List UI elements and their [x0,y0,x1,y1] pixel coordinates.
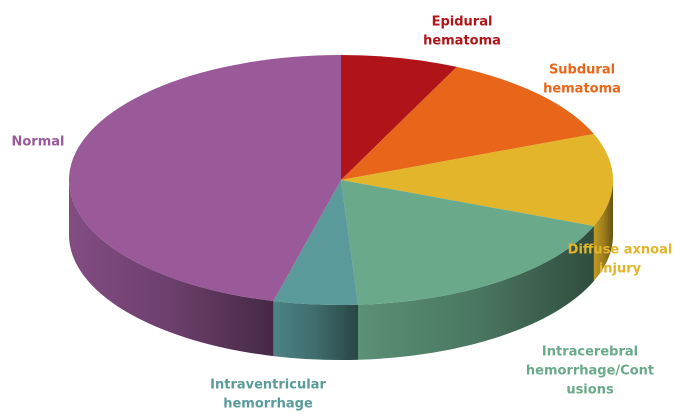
slice-side-shade [273,301,359,360]
slice-label: Normal [12,135,65,150]
slice-side-shade [593,180,613,282]
slice-label: hematoma [543,82,621,97]
slice-label: injury [599,262,642,277]
slice [341,55,457,180]
slice-side-shade [358,226,594,360]
slice [68,55,342,302]
slice [273,180,359,306]
slice-label: Subdural [549,63,615,78]
slice-label: Intraventricular [210,378,326,393]
slice-label: hematoma [423,34,501,49]
slice [341,180,594,305]
slice-label: Diffuse axnoal [568,243,673,258]
slice-label: Intracerebral [542,345,638,360]
slice [341,66,594,180]
slice-label: usions [566,383,614,398]
slice-label: hemorrhage/Cont [526,364,654,379]
slice-label: Epidural [432,15,493,30]
slice-side-shade [69,180,274,357]
slice-label: hemorrhage [223,397,313,412]
slice [341,133,614,227]
